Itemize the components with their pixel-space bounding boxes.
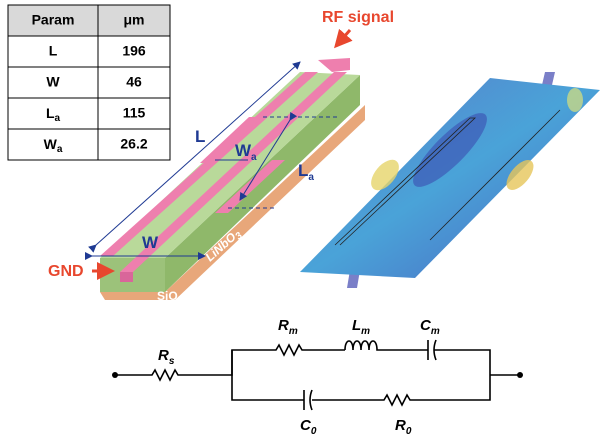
table-cell: 26.2 (120, 136, 147, 152)
label-w: W (142, 233, 159, 252)
label-lm: Lm (352, 317, 370, 337)
label-rs: Rs (158, 347, 175, 367)
table-header: Param (32, 12, 75, 28)
hotspot (567, 88, 583, 112)
table-header: μm (123, 12, 144, 28)
table-cell: L (49, 43, 58, 59)
wire (115, 345, 345, 380)
table-cell: 115 (123, 105, 146, 121)
label-gnd: GND (48, 263, 84, 280)
figure: Param μm L 196 W 46 La 115 Wa 26.2 L W W… (0, 0, 603, 439)
table-cell: W (46, 74, 60, 90)
table-cell: 196 (122, 43, 146, 59)
label-rm: Rm (278, 317, 298, 337)
tab (542, 72, 555, 85)
label-l: L (195, 127, 205, 146)
label-rf: RF signal (322, 9, 394, 26)
table-cell: 46 (126, 74, 142, 90)
circuit: Rs Rm Lm Cm C0 R0 (112, 317, 523, 437)
label-r0: R0 (395, 417, 412, 437)
label-cm: Cm (420, 317, 440, 337)
rf-arrow (336, 30, 350, 46)
electrode-pad (318, 58, 350, 72)
electrode-edge (120, 272, 133, 282)
param-table: Param μm L 196 W 46 La 115 Wa 26.2 (8, 5, 170, 160)
label-c0: C0 (300, 417, 317, 437)
